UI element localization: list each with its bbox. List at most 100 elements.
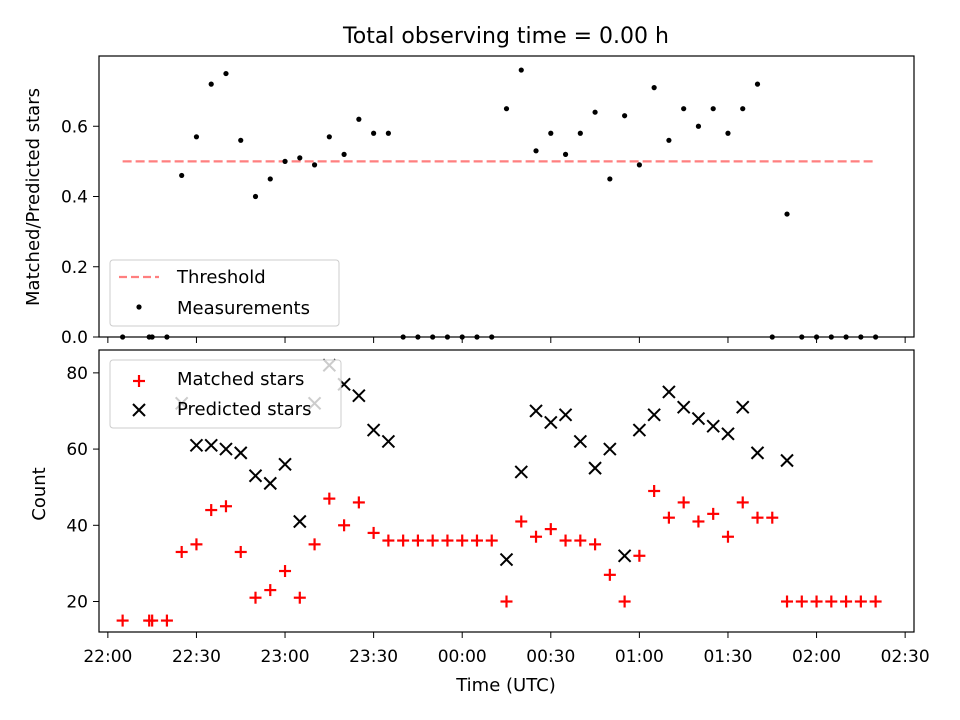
matched-star-marker bbox=[485, 534, 498, 547]
predicted-star-marker bbox=[514, 465, 528, 479]
predicted-star-marker bbox=[558, 408, 573, 422]
measurement-point bbox=[341, 151, 347, 157]
bottom-y-tick-label: 20 bbox=[66, 593, 88, 613]
predicted-star-marker bbox=[632, 423, 647, 437]
top-y-tick-label: 0.4 bbox=[61, 188, 88, 208]
legend-predicted-swatch bbox=[132, 403, 146, 417]
x-tick-label: 02:00 bbox=[792, 647, 841, 667]
matched-star-marker bbox=[264, 584, 277, 597]
predicted-star-marker bbox=[676, 400, 691, 414]
measurement-point bbox=[267, 176, 273, 182]
matched-star-marker bbox=[293, 591, 306, 604]
measurement-point bbox=[208, 81, 214, 87]
predicted-star-marker bbox=[366, 423, 381, 437]
matched-star-marker bbox=[530, 530, 543, 543]
measurement-point bbox=[725, 130, 731, 136]
predicted-star-marker bbox=[352, 389, 366, 403]
predicted-star-marker bbox=[736, 400, 750, 414]
matched-star-marker bbox=[411, 534, 424, 547]
matched-star-marker bbox=[500, 595, 513, 608]
predicted-star-marker bbox=[499, 552, 514, 567]
predicted-star-marker bbox=[647, 408, 661, 422]
predicted-star-marker bbox=[617, 549, 632, 563]
x-axis-label: Time (UTC) bbox=[455, 675, 556, 696]
matched-star-marker bbox=[441, 534, 454, 547]
matched-star-marker bbox=[219, 500, 232, 513]
predicted-star-marker bbox=[234, 446, 248, 460]
bottom-y-tick-label: 40 bbox=[66, 516, 88, 536]
matched-star-marker bbox=[603, 568, 616, 581]
x-tick-label: 00:00 bbox=[438, 647, 487, 667]
measurement-point bbox=[356, 116, 362, 122]
predicted-star-marker bbox=[293, 514, 307, 529]
top-y-tick-label: 0.0 bbox=[61, 328, 88, 348]
bottom-plot-frame bbox=[98, 349, 915, 633]
bottom-y-tick-label: 80 bbox=[66, 364, 88, 384]
measurement-point bbox=[754, 81, 761, 87]
bottom-legend-box bbox=[109, 359, 342, 429]
predicted-star-marker bbox=[278, 457, 292, 472]
matched-star-marker bbox=[308, 538, 321, 551]
matched-star-marker bbox=[840, 595, 853, 608]
matched-star-marker bbox=[146, 614, 159, 627]
measurement-point bbox=[710, 106, 716, 112]
matched-star-marker bbox=[397, 534, 410, 547]
matched-star-marker bbox=[382, 534, 395, 547]
top-plot-frame bbox=[98, 55, 915, 338]
measurement-point bbox=[311, 162, 318, 168]
matched-star-marker bbox=[426, 534, 439, 547]
measurement-point bbox=[518, 67, 524, 73]
bottom-y-tick-label: 60 bbox=[66, 440, 88, 460]
legend-matched-swatch bbox=[133, 375, 145, 387]
measurement-point bbox=[533, 148, 539, 154]
predicted-star-marker bbox=[662, 385, 676, 399]
x-tick-label: 00:30 bbox=[526, 647, 575, 667]
predicted-star-marker bbox=[780, 453, 794, 468]
matched-star-marker bbox=[677, 496, 690, 509]
x-tick-label: 23:00 bbox=[261, 647, 310, 667]
predicted-star-marker bbox=[544, 415, 558, 430]
predicted-star-marker bbox=[381, 434, 396, 449]
matched-star-marker bbox=[234, 545, 247, 558]
measurement-point bbox=[651, 85, 657, 91]
bottom-legend: Matched stars Predicted stars bbox=[109, 359, 342, 429]
matched-star-marker bbox=[456, 534, 469, 547]
matched-star-marker bbox=[854, 595, 867, 608]
top-y-axis-label: Matched/Predicted stars bbox=[23, 88, 44, 306]
matched-star-marker bbox=[795, 595, 808, 608]
legend-matched-label: Matched stars bbox=[177, 369, 304, 390]
matched-star-marker bbox=[648, 485, 661, 497]
matched-star-marker bbox=[869, 595, 882, 608]
predicted-star-marker bbox=[529, 404, 543, 418]
matched-star-marker bbox=[810, 595, 823, 608]
measurement-point bbox=[252, 193, 259, 200]
chart-title: Total observing time = 0.00 h bbox=[342, 24, 669, 49]
measurement-point bbox=[193, 134, 200, 140]
matched-star-marker bbox=[190, 538, 203, 551]
matched-star-marker bbox=[721, 530, 734, 543]
legend-predicted-label: Predicted stars bbox=[177, 399, 311, 420]
matched-star-marker bbox=[766, 511, 779, 524]
top-y-tick-label: 0.6 bbox=[61, 117, 88, 137]
matched-star-marker bbox=[367, 526, 380, 539]
matched-star-marker bbox=[707, 507, 720, 520]
matched-star-marker bbox=[781, 595, 794, 608]
measurement-point bbox=[695, 123, 702, 129]
measurement-point bbox=[740, 106, 746, 112]
matched-star-marker bbox=[160, 614, 173, 627]
matched-star-marker bbox=[205, 504, 218, 517]
matched-star-marker bbox=[618, 595, 631, 608]
bottom-plot-area: 20 40 60 80 22:00 22:30 23:00 23:30 00:00 00:30 01… bbox=[66, 358, 930, 667]
measurement-point bbox=[681, 106, 687, 112]
top-y-tick-label: 0.2 bbox=[61, 258, 88, 278]
x-tick-label: 22:30 bbox=[172, 647, 221, 667]
measurement-point bbox=[577, 130, 583, 136]
x-tick-label: 01:30 bbox=[703, 647, 752, 667]
measurement-point bbox=[223, 70, 229, 77]
measurement-point bbox=[548, 130, 554, 136]
legend-measurements-swatch bbox=[136, 304, 142, 310]
matched-star-marker bbox=[574, 534, 587, 547]
matched-star-marker bbox=[825, 595, 838, 608]
top-legend: Threshold Measurements bbox=[109, 259, 340, 327]
